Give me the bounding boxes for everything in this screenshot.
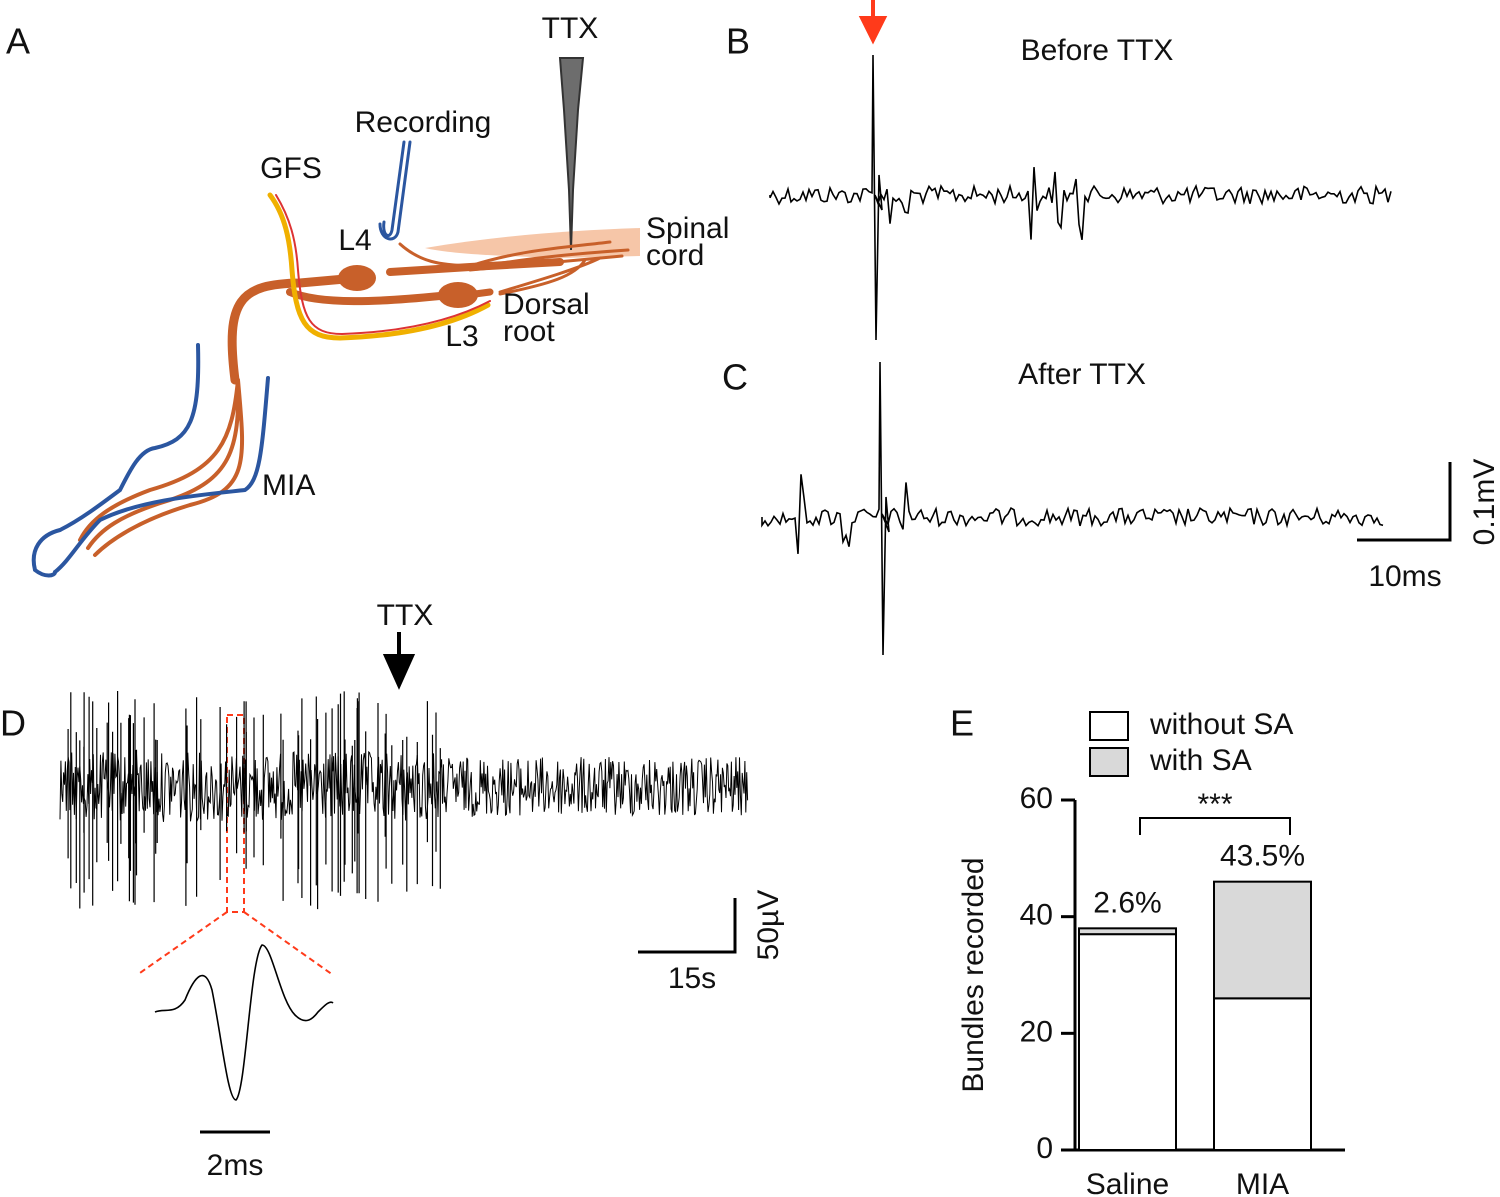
zoom-lines (136, 911, 334, 976)
ganglion (438, 282, 478, 308)
y-axis-label: Bundles recorded (957, 857, 990, 1092)
scale-label: 2ms (207, 1149, 264, 1182)
pipette (558, 57, 585, 251)
bar-segment (1078, 927, 1177, 936)
trace (761, 361, 1384, 656)
ganglion (338, 265, 376, 291)
spinal-cord (425, 228, 640, 258)
recording-electrode (378, 140, 412, 241)
y-tick-label: 40 (1020, 899, 1053, 932)
legend-label: with SA (1149, 744, 1252, 777)
stim-arrow (858, 0, 888, 45)
scale-label: 10ms (1368, 560, 1441, 593)
leg-nerves (78, 378, 245, 557)
fibers (398, 240, 630, 296)
trace (59, 750, 749, 824)
label: L4 (338, 224, 371, 257)
panel-letter: B (726, 21, 750, 62)
significance: *** (1197, 788, 1232, 821)
panel-letter: C (722, 357, 748, 398)
label: Recording (355, 106, 492, 139)
ttx-arrow (382, 632, 416, 690)
trace (67, 691, 441, 910)
significance-bracket (1139, 817, 1291, 835)
panel-title: After TTX (1018, 358, 1146, 391)
scale-label: 50µV (752, 890, 785, 961)
scale-label: 15s (668, 962, 716, 995)
gfs-electrode (275, 194, 491, 336)
bar-segment (1213, 880, 1312, 1000)
bar-segment (1213, 997, 1312, 1151)
scale-label: 0.1mV (1468, 459, 1500, 546)
label: L3 (445, 320, 478, 353)
y-tick-label: 60 (1020, 782, 1053, 815)
inset-waveform (154, 944, 334, 1101)
scale-bar (1357, 462, 1452, 542)
bar-segment (1078, 933, 1177, 1152)
panel-title: Before TTX (1021, 34, 1174, 67)
label: GFS (260, 152, 322, 185)
legend-swatch (1089, 711, 1129, 741)
x-tick-label: Saline (1086, 1168, 1169, 1197)
x-tick-label: MIA (1236, 1168, 1289, 1197)
y-tick-label: 20 (1020, 1015, 1053, 1048)
data-label: 2.6% (1093, 886, 1161, 919)
label: Spinal (646, 212, 729, 245)
nerve (286, 288, 444, 306)
legend-swatch (1089, 747, 1129, 777)
label: TTX (542, 12, 599, 45)
label: Dorsal (503, 288, 590, 321)
data-label: 43.5% (1220, 840, 1305, 873)
y-tick-label: 0 (1036, 1132, 1053, 1165)
scale-bar (200, 898, 737, 1134)
panel-letter: E (950, 703, 974, 744)
legend-label: without SA (1149, 708, 1293, 741)
traces (59, 54, 1392, 1101)
leg (31, 343, 270, 578)
panel-letter: D (0, 703, 26, 744)
label: cord (646, 239, 704, 272)
label: MIA (262, 469, 315, 502)
gfs-electrode (267, 192, 491, 341)
label: root (503, 315, 555, 348)
label: TTX (377, 599, 434, 632)
panel-a-diagram (31, 57, 640, 578)
panel-letter: A (6, 21, 30, 62)
trace (769, 54, 1392, 341)
